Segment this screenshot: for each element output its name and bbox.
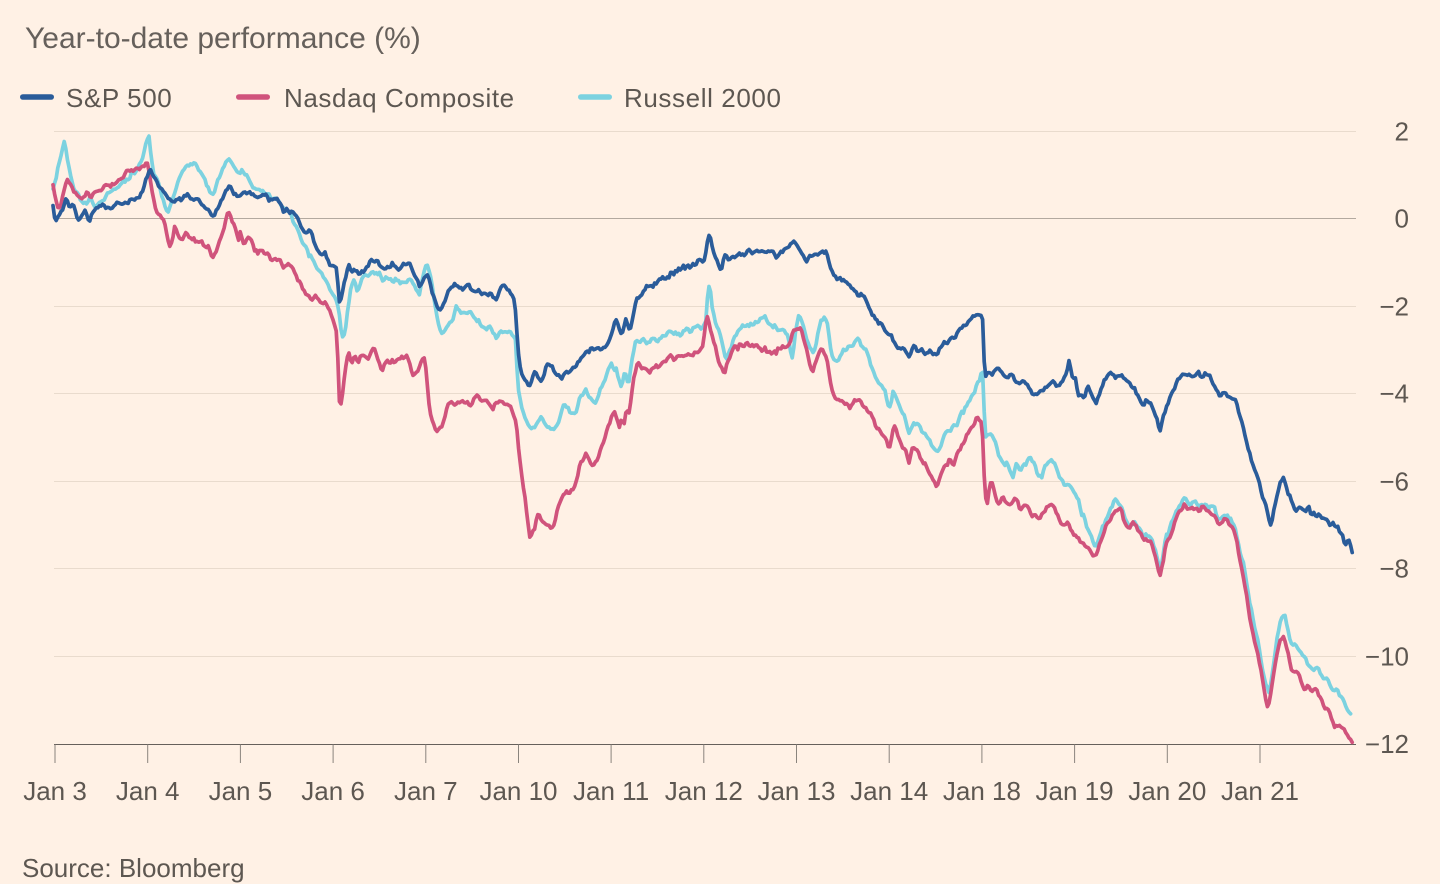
svg-text:2: 2 (1395, 117, 1409, 147)
svg-text:0: 0 (1395, 204, 1409, 234)
svg-text:Jan 5: Jan 5 (209, 776, 273, 806)
svg-text:−8: −8 (1379, 554, 1409, 584)
svg-text:Jan 21: Jan 21 (1221, 776, 1299, 806)
svg-text:Jan 12: Jan 12 (665, 776, 743, 806)
svg-text:−6: −6 (1379, 467, 1409, 497)
svg-text:−2: −2 (1379, 292, 1409, 322)
svg-text:Nasdaq Composite: Nasdaq Composite (284, 83, 515, 113)
svg-text:Jan 13: Jan 13 (757, 776, 835, 806)
svg-text:Jan 14: Jan 14 (850, 776, 928, 806)
svg-text:−10: −10 (1365, 642, 1409, 672)
svg-text:Jan 4: Jan 4 (116, 776, 180, 806)
svg-text:Jan 3: Jan 3 (23, 776, 87, 806)
svg-text:−12: −12 (1365, 729, 1409, 759)
svg-text:Jan 6: Jan 6 (301, 776, 365, 806)
svg-text:Jan 7: Jan 7 (394, 776, 458, 806)
svg-text:S&P 500: S&P 500 (66, 83, 172, 113)
svg-text:Jan 18: Jan 18 (943, 776, 1021, 806)
svg-text:Source: Bloomberg: Source: Bloomberg (22, 853, 245, 883)
svg-text:Jan 19: Jan 19 (1036, 776, 1114, 806)
svg-text:−4: −4 (1379, 379, 1409, 409)
svg-text:Russell 2000: Russell 2000 (624, 83, 782, 113)
svg-text:Year-to-date performance (%): Year-to-date performance (%) (25, 22, 421, 55)
svg-text:Jan 20: Jan 20 (1128, 776, 1206, 806)
svg-text:Jan 10: Jan 10 (479, 776, 557, 806)
svg-text:Jan 11: Jan 11 (573, 776, 649, 806)
